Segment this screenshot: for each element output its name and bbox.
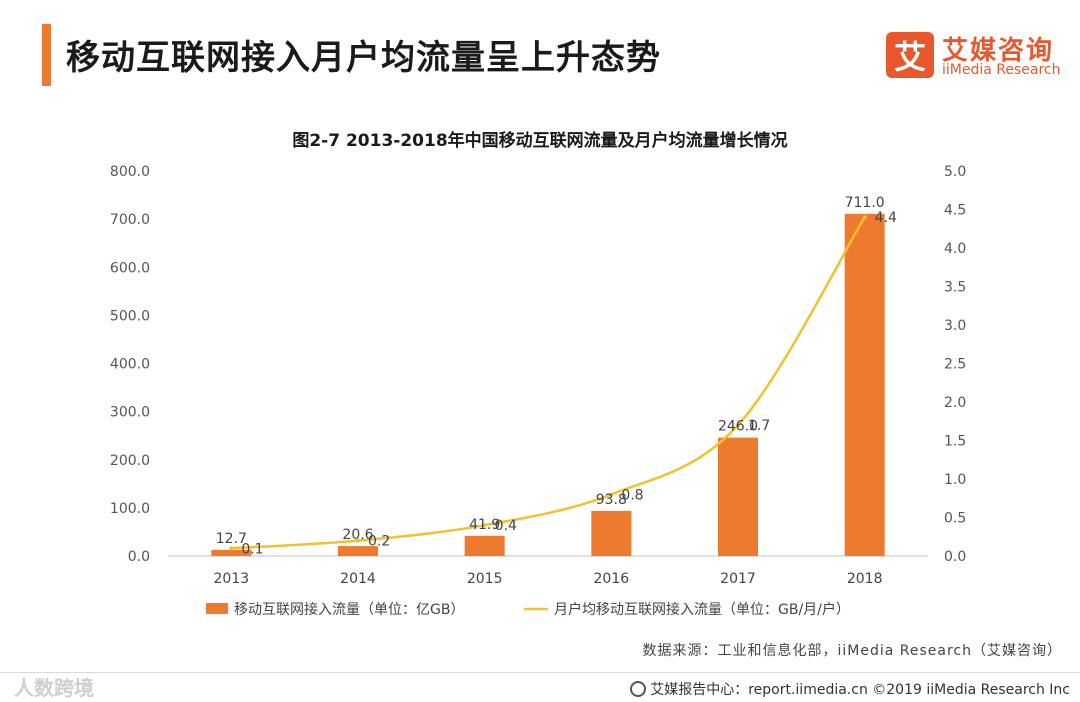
- bar-data-label: 246.0: [718, 419, 758, 435]
- bar: [464, 535, 505, 556]
- legend-bar-swatch: [206, 603, 228, 614]
- legend-line-label: 月户均移动互联网接入流量（单位：GB/月/户）: [554, 601, 850, 618]
- y-right-tick-label: 5.0: [944, 164, 966, 180]
- y-left-tick-label: 800.0: [110, 164, 150, 180]
- y-right-tick-label: 3.5: [944, 280, 966, 296]
- x-tick-label: 2015: [467, 571, 503, 587]
- bar: [211, 549, 252, 556]
- x-tick-label: 2018: [847, 571, 883, 587]
- bar: [338, 546, 378, 556]
- y-left-tick-label: 700.0: [110, 212, 150, 228]
- y-right-tick-label: 1.0: [944, 472, 966, 488]
- footer: 艾媒报告中心：report.iimedia.cn ©2019 iiMedia R…: [630, 679, 1070, 699]
- y-right-tick-label: 1.5: [944, 434, 966, 450]
- x-tick-label: 2013: [214, 571, 250, 587]
- bar-data-label: 41.9: [469, 517, 500, 533]
- line-point: [609, 492, 614, 497]
- page-title: 移动互联网接入月户均流量呈上升态势: [66, 38, 661, 78]
- line-data-label: 0.1: [241, 541, 263, 557]
- watermark: 人数跨境: [14, 676, 94, 700]
- chart-title: 图2-7 2013-2018年中国移动互联网流量及月户均流量增长情况: [292, 130, 787, 151]
- bar-data-label: 711.0: [845, 195, 885, 211]
- series-line: [231, 216, 866, 550]
- footer-divider: [0, 672, 1080, 673]
- bar: [844, 213, 885, 557]
- logo-mark: 艾: [886, 32, 934, 78]
- x-tick-label: 2014: [340, 571, 376, 587]
- x-tick-label: 2016: [594, 571, 630, 587]
- bar-data-label: 93.8: [596, 492, 627, 508]
- line-point: [356, 538, 360, 543]
- y-right-tick-label: 0.0: [944, 549, 966, 565]
- y-left-tick-label: 300.0: [110, 405, 150, 421]
- footer-text: 艾媒报告中心：report.iimedia.cn ©2019 iiMedia R…: [650, 682, 1070, 698]
- title-accent-bar: [42, 24, 51, 86]
- line-data-label: 0.4: [495, 518, 517, 534]
- y-left-tick-label: 200.0: [110, 453, 150, 469]
- line-point: [736, 423, 740, 428]
- line-data-label: 4.4: [875, 210, 897, 226]
- line-data-label: 1.7: [748, 418, 770, 434]
- y-right-tick-label: 4.5: [944, 203, 966, 219]
- y-right-tick-label: 3.0: [944, 318, 966, 334]
- y-left-tick-label: 400.0: [110, 357, 150, 373]
- line-data-label: 0.2: [368, 534, 390, 550]
- bar-data-label: 12.7: [216, 531, 247, 547]
- data-source: 数据来源：工业和信息化部，iiMedia Research（艾媒咨询）: [642, 643, 1062, 659]
- line-point: [862, 215, 867, 220]
- y-left-tick-label: 100.0: [110, 501, 150, 517]
- brand-logo: 艾 艾媒咨询 iiMedia Research: [886, 28, 1066, 84]
- logo-name-en: iiMedia Research: [942, 62, 1061, 78]
- y-right-tick-label: 2.0: [944, 395, 966, 411]
- y-left-tick-label: 600.0: [110, 260, 150, 276]
- line-data-label: 0.8: [621, 487, 643, 503]
- y-left-tick-label: 500.0: [110, 308, 150, 324]
- line-point: [482, 523, 487, 528]
- bar: [591, 510, 632, 556]
- line-point: [229, 546, 234, 551]
- globe-icon: [630, 681, 647, 697]
- logo-name-cn: 艾媒咨询: [942, 36, 1055, 66]
- traffic-chart: 图2-7 2013-2018年中国移动互联网流量及月户均流量增长情况 0.0 100…: [110, 130, 966, 618]
- x-tick-label: 2017: [720, 571, 756, 587]
- y-right-tick-label: 4.0: [944, 241, 966, 257]
- y-left-tick-label: 0.0: [128, 549, 150, 565]
- bar: [718, 437, 758, 556]
- y-right-tick-label: 0.5: [944, 511, 966, 527]
- legend-bar-label: 移动互联网接入流量（单位：亿GB）: [234, 601, 464, 618]
- bar-data-label: 20.6: [342, 527, 373, 543]
- y-right-tick-label: 2.5: [944, 357, 966, 373]
